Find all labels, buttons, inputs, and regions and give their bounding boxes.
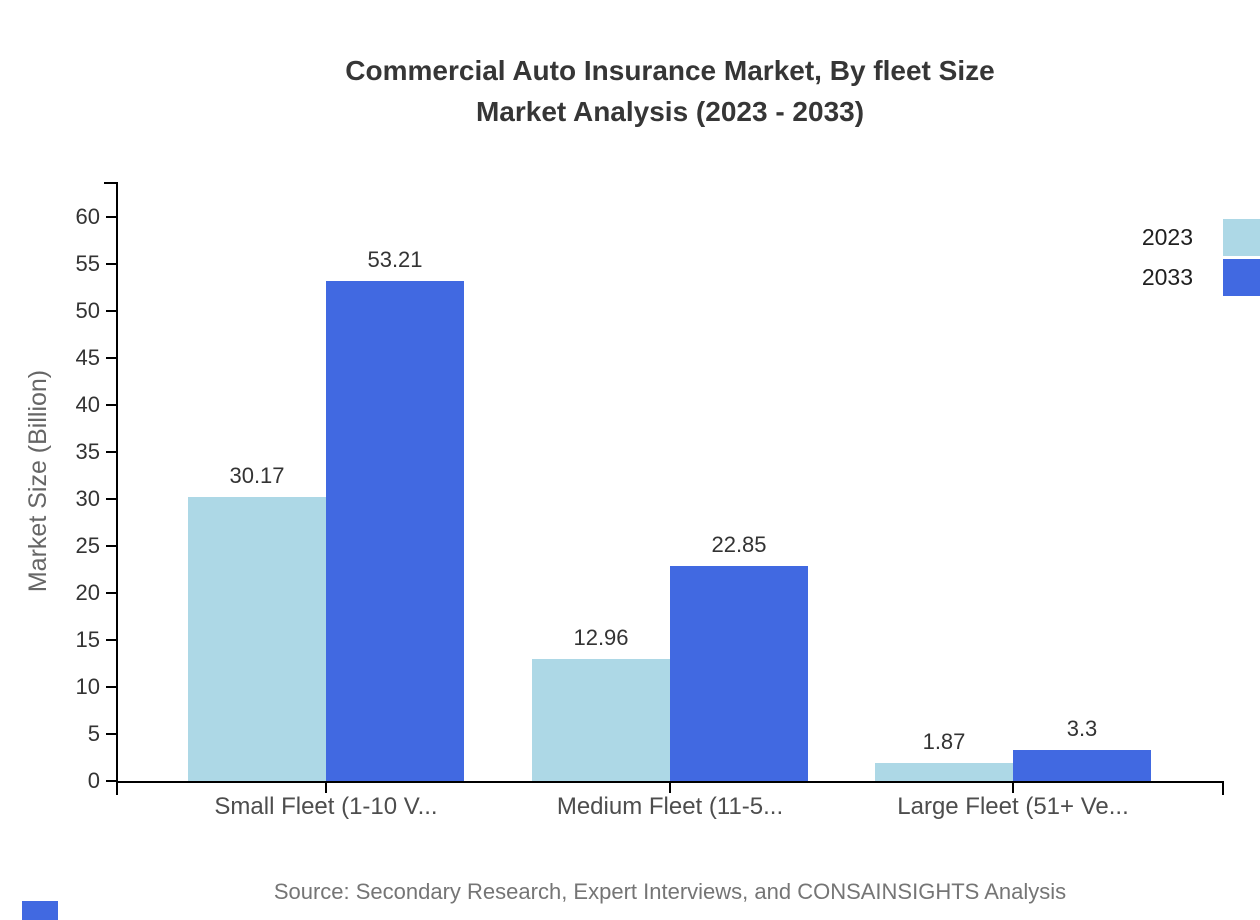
value-label: 3.3 — [1066, 716, 1098, 741]
y-tick-label: 15 — [75, 627, 100, 652]
bar-2033-0 — [326, 281, 464, 781]
y-tick-label: 0 — [87, 768, 100, 793]
legend: 2023 2033 — [1142, 219, 1260, 299]
y-tick — [106, 451, 116, 453]
y-tick-label: 45 — [75, 345, 100, 370]
y-tick-label: 10 — [75, 674, 100, 699]
bar-2023-1 — [532, 659, 670, 781]
legend-item-2033: 2033 — [1142, 259, 1260, 296]
brand-mark — [22, 901, 58, 920]
y-tick-label: 55 — [75, 251, 100, 276]
x-tick — [669, 781, 671, 793]
value-label: 1.87 — [922, 729, 966, 754]
y-tick — [106, 357, 116, 359]
y-tick — [106, 404, 116, 406]
plot-area: 0 5 10 15 20 25 30 35 40 45 50 55 60 Small Fleet (1-1… — [76, 182, 1224, 820]
y-tick — [106, 733, 116, 735]
y-tick-label: 25 — [75, 533, 100, 558]
chart-title: Commercial Auto Insurance Market, By fle… — [80, 50, 1260, 132]
x-category-label: Small Fleet (1-10 V... — [214, 793, 438, 820]
x-tick — [1012, 781, 1014, 793]
x-category-label: Large Fleet (51+ Ve... — [897, 793, 1129, 820]
y-tick — [106, 263, 116, 265]
y-tick-label: 50 — [75, 298, 100, 323]
value-label: 22.85 — [711, 532, 767, 557]
chart-title-line2: Market Analysis (2023 - 2033) — [475, 96, 865, 127]
bar-2033-2 — [1013, 750, 1151, 781]
legend-swatch — [1223, 259, 1260, 296]
bar-2023-2 — [875, 763, 1013, 781]
value-label: 30.17 — [229, 463, 285, 488]
y-tick-label: 35 — [75, 439, 100, 464]
chart-title-line1: Commercial Auto Insurance Market, By fle… — [345, 55, 995, 86]
y-tick-label: 30 — [75, 486, 100, 511]
y-tick — [106, 686, 116, 688]
y-tick — [106, 545, 116, 547]
y-tick-label: 60 — [75, 204, 100, 229]
y-tick-label: 5 — [87, 721, 100, 746]
y-tick — [106, 639, 116, 641]
y-tick — [106, 780, 116, 782]
y-axis-line — [116, 182, 118, 795]
source-note: Source: Secondary Research, Expert Inter… — [273, 879, 1067, 904]
y-tick-label: 40 — [75, 392, 100, 417]
legend-item-2023: 2023 — [1142, 219, 1260, 256]
bar-2033-1 — [670, 566, 808, 781]
y-tick — [106, 498, 116, 500]
legend-label: 2023 — [1141, 224, 1193, 250]
value-label: 53.21 — [367, 247, 423, 272]
y-tick — [106, 592, 116, 594]
legend-swatch — [1223, 219, 1260, 256]
y-axis-top-cap — [104, 182, 116, 184]
bar-2023-0 — [188, 497, 326, 781]
x-axis-end-tick — [1222, 781, 1224, 795]
y-tick — [106, 310, 116, 312]
value-label: 12.96 — [573, 625, 629, 650]
y-tick-label: 20 — [75, 580, 100, 605]
x-category-label: Medium Fleet (11-5... — [556, 793, 784, 820]
x-tick — [325, 781, 327, 793]
legend-label: 2033 — [1141, 264, 1193, 290]
y-tick — [106, 216, 116, 218]
